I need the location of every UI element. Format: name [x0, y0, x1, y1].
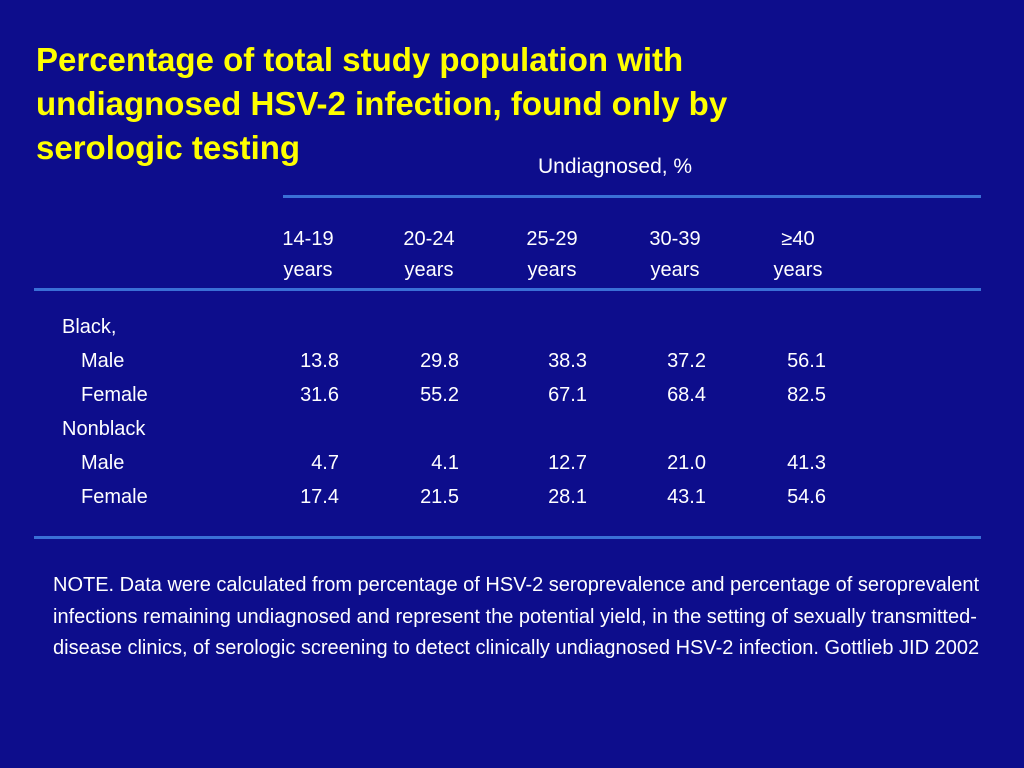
row-label: Female [81, 486, 148, 508]
column-header-unit: years [650, 259, 700, 281]
table-cell: 38.3 [548, 350, 587, 372]
footnote-text: NOTE. Data were calculated from percenta… [53, 574, 980, 659]
title-line-1: Percentage of total study population wit… [36, 41, 684, 78]
title-line-2: undiagnosed HSV-2 infection, found only … [36, 85, 728, 122]
table-cell: 82.5 [787, 384, 826, 406]
row-label: Male [81, 350, 125, 372]
table-cell: 12.7 [548, 452, 587, 474]
table-cell: 21.5 [420, 486, 459, 508]
column-header-age: 30-39 [649, 228, 701, 250]
table-cell: 55.2 [420, 384, 459, 406]
top-rule-divider [283, 195, 981, 198]
table-row-black-male: Male 13.8 29.8 38.3 37.2 56.1 [0, 350, 1024, 384]
column-header-25-29: 25-29 years [507, 224, 597, 286]
bottom-rule-divider [34, 536, 981, 539]
table-row-black-group: Black, [0, 316, 1024, 350]
table-cell: 54.6 [787, 486, 826, 508]
column-header-unit: years [404, 259, 454, 281]
row-label: Nonblack [62, 418, 146, 440]
table-cell: 43.1 [667, 486, 706, 508]
table-cell: 13.8 [300, 350, 339, 372]
column-header-40-plus: ≥40 years [753, 224, 843, 286]
row-label: Black, [62, 316, 117, 338]
table-row-black-female: Female 31.6 55.2 67.1 68.4 82.5 [0, 384, 1024, 418]
column-header-14-19: 14-19 years [263, 224, 353, 286]
table-superheader: Undiagnosed, % [538, 155, 693, 178]
column-header-age: 25-29 [526, 228, 578, 250]
table-cell: 41.3 [787, 452, 826, 474]
table-cell: 17.4 [300, 486, 339, 508]
column-header-unit: years [773, 259, 823, 281]
column-header-unit: years [527, 259, 577, 281]
table-cell: 37.2 [667, 350, 706, 372]
table-row-nonblack-female: Female 17.4 21.5 28.1 43.1 54.6 [0, 486, 1024, 520]
row-label: Male [81, 452, 125, 474]
column-header-30-39: 30-39 years [630, 224, 720, 286]
table-cell: 29.8 [420, 350, 459, 372]
table-cell: 68.4 [667, 384, 706, 406]
table-cell: 56.1 [787, 350, 826, 372]
table-cell: 67.1 [548, 384, 587, 406]
column-header-age: 14-19 [282, 228, 334, 250]
title-line-3: serologic testing [36, 129, 301, 166]
table-cell: 28.1 [548, 486, 587, 508]
table-cell: 4.7 [311, 452, 339, 474]
table-row-nonblack-male: Male 4.7 4.1 12.7 21.0 41.3 [0, 452, 1024, 486]
column-header-20-24: 20-24 years [384, 224, 474, 286]
column-header-age: 20-24 [403, 228, 455, 250]
table-cell: 31.6 [300, 384, 339, 406]
table-cell: 21.0 [667, 452, 706, 474]
slide-title: Percentage of total study population wit… [36, 38, 936, 170]
header-rule-divider [34, 288, 981, 291]
row-label: Female [81, 384, 148, 406]
column-header-unit: years [283, 259, 333, 281]
table-cell: 4.1 [431, 452, 459, 474]
column-header-age: ≥40 [781, 228, 815, 250]
table-row-nonblack-group: Nonblack [0, 418, 1024, 452]
